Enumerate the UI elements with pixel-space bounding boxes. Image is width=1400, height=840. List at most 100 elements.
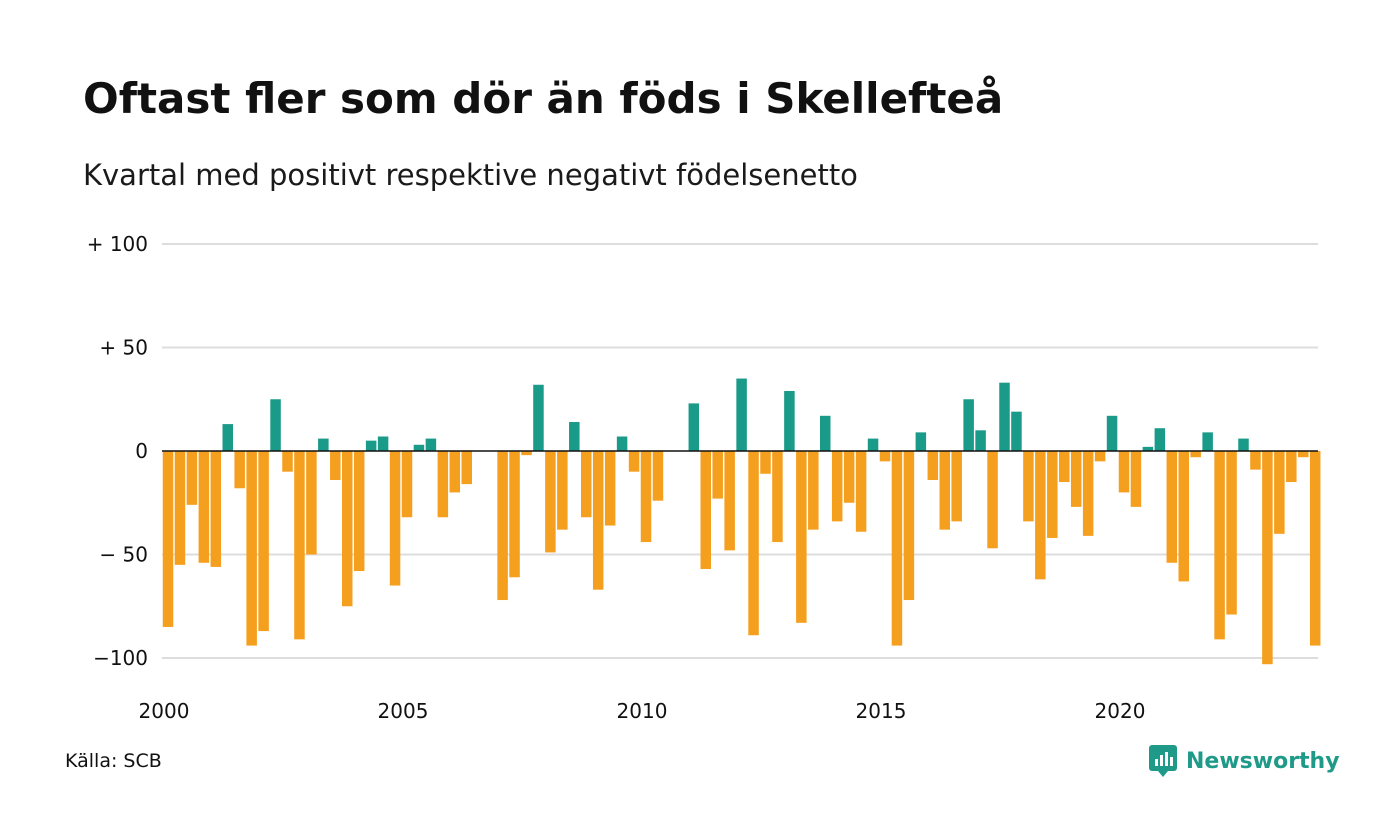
bar-positive: [1154, 428, 1166, 451]
bar-negative: [1286, 451, 1297, 483]
bar-negative: [700, 451, 711, 569]
bar-positive: [616, 436, 628, 451]
x-tick-label: 2020: [1095, 699, 1146, 723]
y-tick-label: + 50: [99, 336, 148, 360]
bar-negative: [760, 451, 771, 474]
bar-negative: [604, 451, 616, 526]
bar-negative: [1309, 451, 1321, 646]
bar-negative: [389, 451, 401, 586]
bar-negative: [1047, 451, 1058, 538]
bar-positive: [1011, 411, 1022, 451]
chart-subtitle: Kvartal med positivt respektive negativt…: [83, 158, 858, 192]
bar-positive: [688, 403, 700, 451]
bar-positive: [999, 382, 1010, 451]
y-tick-label: −100: [93, 646, 148, 670]
bar-negative: [831, 451, 843, 522]
bar-positive: [867, 438, 879, 451]
bar-negative: [342, 451, 353, 607]
x-tick-label: 2000: [139, 699, 190, 723]
x-tick-label: 2005: [378, 699, 429, 723]
bar-negative: [939, 451, 950, 530]
bar-negative: [951, 451, 962, 522]
bar-positive: [975, 430, 986, 451]
bar-negative: [282, 451, 293, 472]
bar-negative: [1178, 451, 1189, 582]
bar-negative: [437, 451, 449, 518]
bar-positive: [222, 424, 233, 451]
bar-chart: + 100 + 50 0 − 50 −100 2000 2005 2010 2015 2020: [87, 232, 1321, 723]
bar-negative: [1070, 451, 1082, 507]
bar-negative: [1250, 451, 1261, 470]
bar-positive: [915, 432, 927, 451]
bar-negative: [1166, 451, 1178, 563]
bar-positive: [820, 415, 831, 451]
bar-negative: [557, 451, 568, 530]
x-tick-label: 2010: [617, 699, 668, 723]
bar-negative: [1190, 451, 1201, 458]
brand-logo: Newsworthy: [1148, 744, 1340, 778]
bar-negative: [294, 451, 305, 640]
x-tick-label: 2015: [856, 699, 907, 723]
bar-negative: [1214, 451, 1225, 640]
bar-negative: [258, 451, 269, 632]
bar-positive: [569, 422, 580, 451]
bar-positive: [413, 444, 425, 451]
bar-negative: [545, 451, 556, 553]
bar-negative: [246, 451, 257, 646]
bar-positive: [1142, 446, 1154, 451]
bar-positive: [270, 399, 281, 451]
bar-positive: [1238, 438, 1249, 451]
bar-negative: [879, 451, 891, 462]
bar-negative: [796, 451, 807, 623]
bar-negative: [1118, 451, 1130, 493]
bar-positive: [736, 378, 747, 451]
bar-positive: [963, 399, 974, 451]
bar-negative: [497, 451, 508, 601]
bar-negative: [330, 451, 341, 480]
gridlines: [162, 243, 1318, 659]
bar-positive: [533, 384, 544, 451]
bar-negative: [210, 451, 222, 567]
bar-positive: [365, 440, 377, 451]
y-axis-labels: + 100 + 50 0 − 50 −100: [87, 232, 148, 670]
newsworthy-icon: [1149, 745, 1177, 777]
bar-negative: [198, 451, 210, 563]
bar-negative: [712, 451, 723, 499]
bar-negative: [186, 451, 198, 505]
bar-negative: [843, 451, 855, 503]
y-tick-label: + 100: [87, 232, 148, 256]
bar-negative: [987, 451, 998, 549]
bars: [162, 378, 1321, 665]
bar-negative: [855, 451, 867, 532]
bar-negative: [401, 451, 413, 518]
bar-negative: [1082, 451, 1094, 536]
bar-negative: [521, 451, 532, 456]
y-tick-label: 0: [135, 439, 148, 463]
bar-positive: [318, 438, 329, 451]
bar-negative: [927, 451, 939, 480]
bar-negative: [581, 451, 592, 518]
bar-negative: [162, 451, 174, 627]
bar-negative: [891, 451, 903, 646]
bar-negative: [449, 451, 461, 493]
bar-negative: [174, 451, 186, 565]
chart-title: Oftast fler som dör än föds i Skellefteå: [83, 74, 1004, 123]
bar-negative: [461, 451, 472, 485]
x-axis-labels: 2000 2005 2010 2015 2020: [139, 699, 1146, 723]
bar-positive: [1202, 432, 1213, 451]
bar-negative: [234, 451, 245, 489]
bar-negative: [724, 451, 735, 551]
y-tick-label: − 50: [99, 543, 148, 567]
bar-positive: [784, 390, 795, 451]
bar-negative: [1262, 451, 1273, 665]
bar-negative: [509, 451, 520, 578]
bar-negative: [628, 451, 640, 472]
bar-positive: [1106, 415, 1118, 451]
bar-negative: [640, 451, 652, 543]
bar-negative: [353, 451, 365, 572]
bar-negative: [1094, 451, 1106, 462]
bar-negative: [652, 451, 664, 501]
bar-negative: [772, 451, 783, 543]
bar-negative: [1035, 451, 1046, 580]
bar-negative: [592, 451, 604, 590]
